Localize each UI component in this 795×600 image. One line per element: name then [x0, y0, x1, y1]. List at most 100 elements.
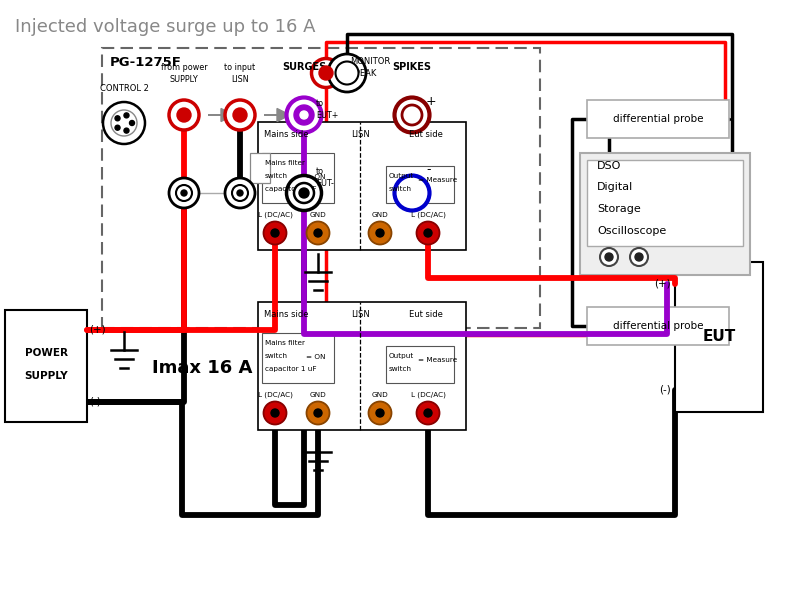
Circle shape [115, 116, 120, 121]
Text: SUPPLY: SUPPLY [169, 75, 199, 84]
Text: from power: from power [161, 63, 207, 72]
Text: (+): (+) [654, 279, 671, 289]
Circle shape [335, 61, 359, 85]
Bar [675, 262, 763, 412]
Circle shape [225, 100, 255, 130]
Circle shape [237, 190, 243, 196]
FancyArrow shape [208, 109, 234, 121]
Circle shape [124, 113, 129, 118]
Circle shape [369, 401, 391, 424]
Circle shape [233, 108, 247, 122]
Text: GND: GND [371, 392, 389, 398]
Text: (-): (-) [89, 397, 101, 407]
Text: = ON: = ON [306, 354, 325, 360]
Text: switch: switch [389, 366, 412, 372]
FancyArrow shape [264, 109, 290, 121]
Circle shape [307, 221, 329, 244]
Circle shape [402, 105, 422, 125]
Circle shape [176, 185, 192, 201]
Circle shape [600, 248, 618, 266]
Text: EUT: EUT [702, 329, 735, 344]
Text: Mains filter: Mains filter [265, 340, 305, 346]
Text: = Measure: = Measure [418, 357, 457, 363]
Text: Eut side: Eut side [409, 310, 443, 319]
Bar [258, 302, 466, 430]
Text: differential probe: differential probe [613, 321, 704, 331]
Circle shape [263, 221, 286, 244]
Text: capacitor 1 uF: capacitor 1 uF [265, 366, 316, 372]
Circle shape [177, 108, 191, 122]
Text: Output: Output [389, 173, 414, 179]
Text: SURGES: SURGES [282, 62, 326, 72]
Circle shape [630, 248, 648, 266]
Text: LISN: LISN [351, 310, 370, 319]
Circle shape [300, 111, 308, 119]
Text: PG-1275F: PG-1275F [110, 56, 182, 69]
Bar [5, 310, 87, 422]
Text: GND: GND [309, 212, 327, 218]
Circle shape [424, 229, 432, 237]
Text: VPEAK: VPEAK [350, 69, 378, 78]
Text: EUT-: EUT- [316, 179, 334, 188]
Circle shape [394, 175, 429, 211]
Text: Output: Output [389, 353, 414, 359]
Text: Mains side: Mains side [264, 130, 308, 139]
Text: Mains filter: Mains filter [265, 160, 305, 166]
Text: switch: switch [265, 173, 288, 179]
Text: Imax 16 A: Imax 16 A [152, 359, 252, 377]
Text: switch: switch [265, 353, 288, 359]
Circle shape [294, 105, 314, 125]
Text: to: to [316, 99, 324, 108]
Text: = ON: = ON [306, 174, 325, 180]
Text: +: + [426, 95, 436, 108]
Circle shape [130, 121, 134, 125]
Text: Oscilloscope: Oscilloscope [597, 226, 666, 236]
Bar [258, 122, 466, 250]
Text: capacitor 1 uF: capacitor 1 uF [265, 186, 316, 192]
Circle shape [424, 409, 432, 417]
Text: SPIKES: SPIKES [393, 62, 432, 72]
Text: EUT+: EUT+ [316, 111, 339, 120]
Text: = Measure: = Measure [418, 177, 457, 183]
Text: GND: GND [371, 212, 389, 218]
Circle shape [376, 229, 384, 237]
Text: POWER: POWER [25, 348, 68, 358]
Text: LISN: LISN [351, 130, 370, 139]
Bar [102, 48, 540, 328]
Text: L (DC/AC): L (DC/AC) [410, 212, 445, 218]
Text: to: to [316, 167, 324, 176]
Bar [580, 153, 750, 275]
Text: MONITOR: MONITOR [350, 57, 390, 66]
Text: L (DC/AC): L (DC/AC) [410, 392, 445, 398]
Circle shape [312, 58, 340, 88]
Circle shape [394, 97, 429, 133]
Circle shape [294, 183, 314, 203]
Circle shape [299, 188, 309, 198]
Text: -: - [426, 163, 431, 176]
Bar [386, 346, 454, 383]
Circle shape [417, 401, 440, 424]
Circle shape [115, 125, 120, 130]
Circle shape [169, 100, 199, 130]
Text: (+): (+) [89, 325, 106, 335]
Circle shape [605, 253, 613, 261]
Text: differential probe: differential probe [613, 114, 704, 124]
Circle shape [225, 178, 255, 208]
Circle shape [181, 190, 187, 196]
Bar [262, 333, 334, 383]
Text: switch: switch [389, 186, 412, 192]
Circle shape [307, 401, 329, 424]
Circle shape [263, 401, 286, 424]
Circle shape [635, 253, 643, 261]
Text: SUPPLY: SUPPLY [24, 371, 68, 381]
Circle shape [286, 97, 321, 133]
Bar [262, 153, 334, 203]
Circle shape [319, 66, 333, 80]
Bar [587, 100, 729, 138]
Text: CONTROL 2: CONTROL 2 [99, 84, 149, 93]
Text: GND: GND [309, 392, 327, 398]
Bar [587, 307, 729, 345]
Text: LISN: LISN [231, 75, 249, 84]
Circle shape [328, 54, 366, 92]
Circle shape [169, 178, 199, 208]
